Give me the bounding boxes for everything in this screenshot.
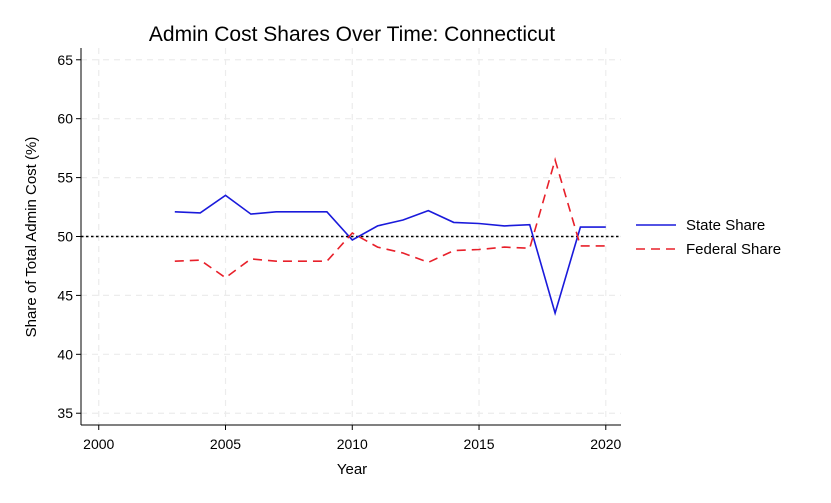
legend-label-federal-share: Federal Share [686, 241, 781, 258]
axes: 35 40 45 50 55 60 65 2000 2005 2010 2015 2020 [57, 48, 622, 452]
x-tick-label: 2020 [590, 436, 621, 452]
y-tick-label: 50 [57, 229, 73, 245]
y-tick-label: 65 [57, 52, 73, 68]
y-axis-title: Share of Total Admin Cost (%) [23, 137, 40, 338]
y-tick-label: 35 [57, 405, 73, 421]
y-tick-label: 60 [57, 111, 73, 127]
x-tick-label: 2015 [463, 436, 494, 452]
x-axis-title: Year [337, 461, 367, 478]
x-tick-label: 2000 [83, 436, 114, 452]
y-tick-label: 40 [57, 346, 73, 362]
series-line-federal-share [174, 157, 606, 279]
y-tick-label: 55 [57, 170, 73, 186]
y-tick-label: 45 [57, 287, 73, 303]
x-tick-label: 2005 [210, 436, 241, 452]
chart-title: Admin Cost Shares Over Time: Connecticut [149, 23, 555, 46]
legend-label-state-share: State Share [686, 217, 765, 234]
legend: State Share Federal Share [636, 217, 781, 258]
x-tick-label: 2010 [337, 436, 368, 452]
series-line-state-share [174, 194, 606, 316]
series-group [174, 157, 606, 316]
